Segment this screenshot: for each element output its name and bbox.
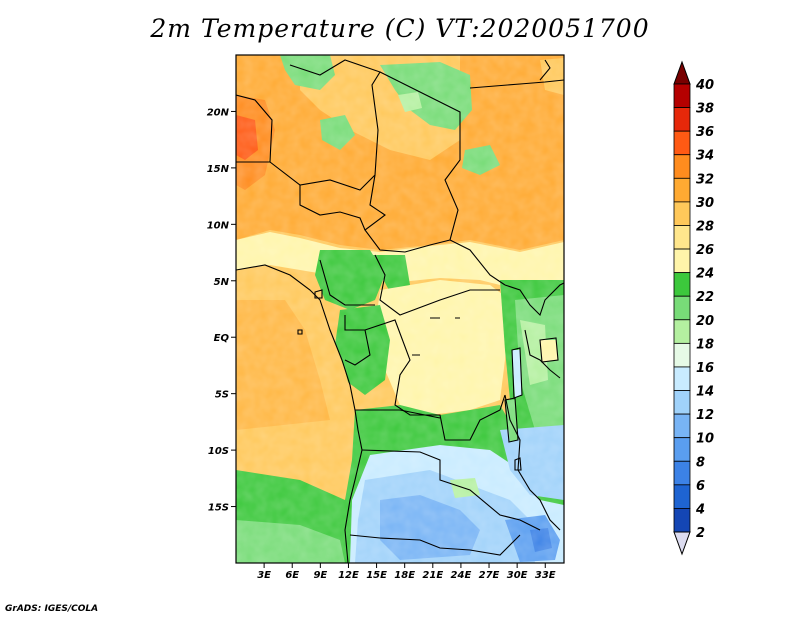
colorbar-box <box>673 295 691 321</box>
lat-tick-label: 5S <box>215 390 229 401</box>
colorbar-label: 38 <box>696 102 714 117</box>
lon-tick-label: 3E <box>257 570 271 581</box>
lat-tick-label: EQ <box>214 333 230 344</box>
colorbar-label: 34 <box>696 149 714 164</box>
lon-tick-label: 33E <box>535 570 556 581</box>
colorbar-box <box>673 484 691 509</box>
country-borders <box>236 59 564 563</box>
colorbar-label: 16 <box>696 361 714 376</box>
lon-tick-label: 18E <box>394 570 415 581</box>
lon-tick-label: 12E <box>338 570 359 581</box>
colorbar-box <box>673 225 691 250</box>
lon-tick-label: 6E <box>285 570 299 581</box>
colorbar-label: 12 <box>696 408 714 423</box>
colorbar-box <box>673 413 691 439</box>
colorbar-box <box>673 107 691 132</box>
lon-tick-label: 24E <box>451 570 472 581</box>
lon-tick-label: 27E <box>479 570 500 581</box>
colorbar: 40 38 36 34 32 30 28 26 24 22 20 18 16 14 12 10 8 6 4 2 <box>673 60 714 556</box>
colorbar-box <box>673 460 691 486</box>
latitude-axis: 20N 15N 10N 5N EQ 5S 10S 15S <box>207 107 236 514</box>
colorbar-box <box>673 390 691 415</box>
colorbar-label: 6 <box>696 479 705 494</box>
colorbar-box <box>673 83 691 108</box>
chart-title: 2m Temperature (C) VT:2020051700 <box>150 14 650 43</box>
colorbar-label: 36 <box>696 125 714 140</box>
colorbar-box <box>673 177 691 203</box>
plot-frame <box>235 54 565 564</box>
colorbar-box <box>673 508 691 533</box>
colorbar-label: 24 <box>696 267 714 282</box>
lon-tick-label: 21E <box>422 570 443 581</box>
colorbar-label: 32 <box>696 172 714 187</box>
lat-tick-label: 15S <box>208 503 229 514</box>
colorbar-box <box>673 342 691 368</box>
colorbar-label: 10 <box>696 432 714 447</box>
lat-tick-label: 15N <box>207 164 230 175</box>
temperature-field <box>236 55 564 563</box>
colorbar-box <box>673 319 691 344</box>
colorbar-under-triangle <box>673 531 691 556</box>
lat-tick-label: 10S <box>208 446 229 457</box>
colorbar-box <box>673 366 691 391</box>
colorbar-label: 2 <box>696 526 705 541</box>
grads-credit: GrADS: IGES/COLA <box>5 604 99 614</box>
colorbar-box <box>673 154 691 179</box>
lon-tick-label: 15E <box>366 570 387 581</box>
longitude-axis: 3E 6E 9E 12E 15E 18E 21E 24E 27E 30E 33E <box>257 563 556 581</box>
colorbar-box <box>673 201 691 226</box>
colorbar-label: 4 <box>695 502 705 517</box>
colorbar-label: 28 <box>696 219 714 234</box>
lat-tick-label: 20N <box>207 107 230 118</box>
colorbar-box <box>673 272 691 297</box>
colorbar-box <box>673 437 691 462</box>
colorbar-label: 40 <box>695 78 714 93</box>
colorbar-label: 8 <box>696 455 705 470</box>
colorbar-label: 22 <box>696 290 714 305</box>
lat-tick-label: 10N <box>207 220 230 231</box>
colorbar-label: 18 <box>696 337 714 352</box>
colorbar-box <box>673 248 691 274</box>
colorbar-label: 26 <box>696 243 714 258</box>
lat-tick-label: 5N <box>214 277 230 288</box>
lon-tick-label: 9E <box>313 570 327 581</box>
colorbar-label: 30 <box>696 196 714 211</box>
colorbar-over-triangle <box>673 60 691 85</box>
lon-tick-label: 30E <box>507 570 528 581</box>
colorbar-label: 20 <box>696 314 714 329</box>
colorbar-box <box>673 130 691 156</box>
colorbar-label: 14 <box>696 385 714 400</box>
